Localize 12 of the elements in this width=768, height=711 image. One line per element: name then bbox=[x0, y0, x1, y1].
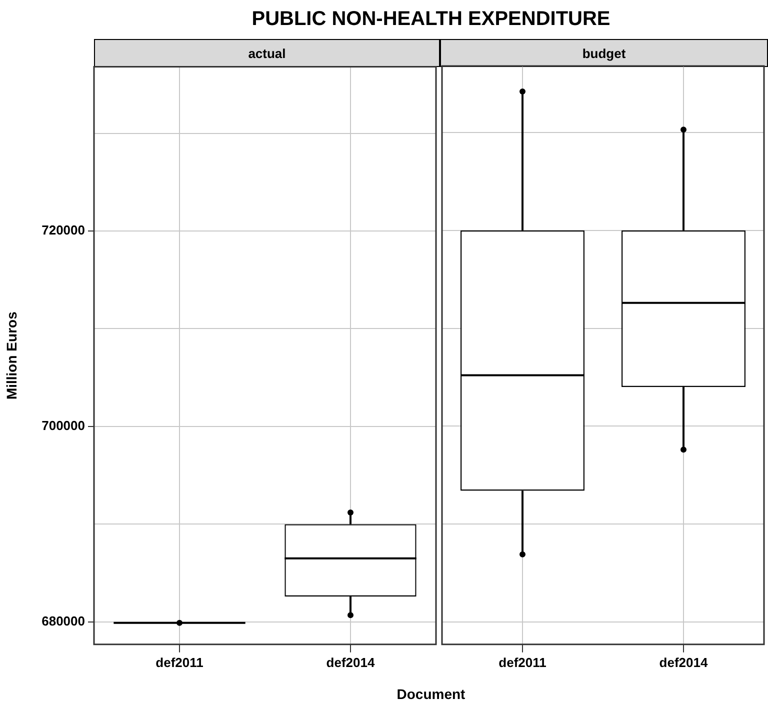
y-tick-label: 720000 bbox=[42, 222, 85, 238]
y-tick-label: 680000 bbox=[42, 614, 85, 628]
chart-title: PUBLIC NON-HEALTH EXPENDITURE bbox=[250, 8, 612, 31]
x-tick-label: def2014 bbox=[326, 654, 376, 670]
x-tick-label: def2014 bbox=[659, 654, 708, 670]
chart-subtitle: actual bbox=[94, 39, 440, 67]
x-tick-label: def2011 bbox=[498, 654, 546, 670]
x-axis-title: Document bbox=[396, 686, 466, 702]
y-axis-title: Million Euros bbox=[3, 311, 20, 400]
chart-subtitle: budget bbox=[440, 39, 768, 67]
y-tick-label: 700000 bbox=[42, 418, 85, 434]
x-tick-label: def2011 bbox=[156, 654, 204, 670]
